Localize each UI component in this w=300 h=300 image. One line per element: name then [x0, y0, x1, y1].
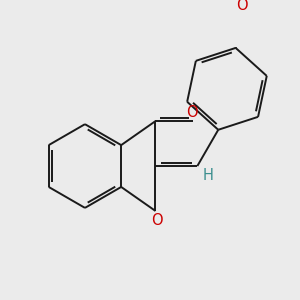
Text: O: O: [151, 213, 163, 228]
Text: O: O: [236, 0, 248, 13]
Text: H: H: [202, 168, 213, 183]
Text: O: O: [186, 106, 198, 121]
